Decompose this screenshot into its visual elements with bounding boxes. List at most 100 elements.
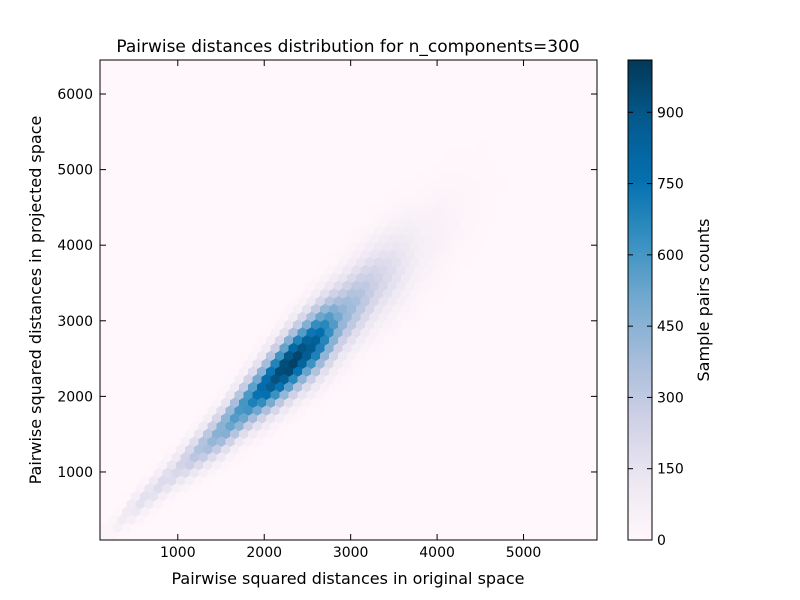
hexbin-cell: [378, 327, 389, 339]
hexbin-cell: [495, 186, 506, 199]
hexbin-cell: [432, 249, 443, 261]
hexbin-cell: [338, 381, 348, 394]
hexbin-cell: [212, 475, 222, 487]
hexbin-cell: [180, 452, 191, 464]
hexbin-cell: [486, 218, 497, 230]
hexbin-cell: [473, 147, 483, 160]
hexbin-cell: [396, 264, 407, 277]
hexbin-cell: [392, 194, 402, 207]
hexbin-cell: [351, 358, 362, 370]
hexbin-cell: [387, 233, 398, 246]
hexbin-cell: [491, 194, 501, 207]
hexbin-cell: [500, 179, 510, 191]
hexbin-cell: [329, 241, 339, 253]
colorbar-tick-label: 150: [657, 462, 684, 478]
hexbin-cell: [167, 459, 177, 472]
hexbin-cell: [410, 319, 420, 331]
hexbin-cell: [518, 194, 528, 207]
hexbin-cell: [288, 311, 299, 324]
hexbin-cell: [437, 257, 447, 269]
hexbin-cell: [410, 257, 420, 269]
hexbin-cell: [284, 397, 294, 409]
hexbin-cell: [266, 319, 276, 331]
colorbar-tick-label: 900: [657, 105, 684, 121]
hexbin-cell: [347, 381, 357, 394]
hexbin-cell: [387, 311, 398, 324]
hexbin-cell: [369, 233, 380, 246]
hexbin-cell: [302, 381, 312, 394]
hexbin-cell: [419, 241, 429, 253]
hexbin-cell: [158, 506, 168, 519]
y-tick-label: 4000: [57, 238, 93, 254]
hexbin-cell: [315, 327, 326, 339]
hexbin-cell: [252, 342, 263, 355]
hexbin-cell: [414, 171, 425, 183]
hexbin-cell: [315, 296, 326, 308]
hexbin-cell: [248, 428, 258, 441]
hexbin-cell: [257, 381, 267, 394]
hexbin-cell: [261, 436, 272, 448]
hexbin-cell: [392, 303, 402, 316]
hexbin-cell: [477, 218, 488, 230]
hexbin-cell: [450, 155, 461, 168]
hexbin-cell: [221, 444, 231, 456]
hexbin-cell: [171, 452, 182, 464]
hexbin-cell: [324, 311, 335, 324]
hexbin-cell: [419, 225, 429, 238]
colorbar-ticks: 0 150 300 450 600 750 900: [628, 105, 684, 549]
hexbin-cell: [455, 257, 465, 269]
hexbin-cell: [243, 358, 254, 370]
hexbin-cell: [351, 311, 362, 324]
hexbin-cell: [356, 225, 366, 238]
hexbin-cell: [306, 374, 317, 386]
hexbin-cell: [230, 366, 240, 378]
hexbin-cell: [320, 381, 330, 394]
hexbin-cell: [270, 327, 281, 339]
hexbin-cell: [396, 233, 407, 246]
hexbin-cell: [284, 366, 294, 378]
hexbin-cell: [248, 366, 258, 378]
hexbin-cell: [378, 342, 389, 355]
hexbin-cell: [405, 327, 416, 339]
hexbin-cell: [324, 327, 335, 339]
hexbin-cell: [320, 397, 330, 409]
hexbin-cell: [401, 241, 411, 253]
hexbin-cell: [401, 210, 411, 222]
hexbin-cell: [450, 202, 461, 214]
hexbin-cell: [194, 428, 204, 441]
hexbin-cell: [491, 132, 501, 144]
hexbin-cell: [356, 303, 366, 316]
hexbin-cell: [405, 280, 416, 292]
hexbin-cell: [324, 264, 335, 277]
hexbin-cell: [203, 459, 213, 472]
hexbin-cell: [392, 272, 402, 285]
hexbin-cell: [230, 428, 240, 441]
x-tick-label: 1000: [160, 545, 196, 561]
hexbin-cell: [351, 342, 362, 355]
hexbin-cell: [324, 342, 335, 355]
hexbin-cell: [374, 288, 384, 300]
hexbin-cell: [428, 272, 438, 285]
hexbin-cell: [243, 374, 254, 386]
hexbin-cell: [351, 233, 362, 246]
hexbin-cell: [437, 163, 447, 175]
hexbin-cell: [333, 311, 344, 324]
hexbin-cell: [446, 210, 456, 222]
hexbin-cell: [257, 397, 267, 409]
hexbin-cell: [347, 225, 357, 238]
hexbin-cell: [455, 225, 465, 238]
hexbin-cell: [486, 140, 497, 152]
hexbin-cell: [270, 405, 281, 417]
hexbin-cell: [239, 350, 249, 363]
hexbin-cell: [495, 171, 506, 183]
hexbin-cell: [342, 296, 353, 308]
hexbin-cell: [194, 459, 204, 472]
hexbin-cell: [279, 420, 290, 433]
hexbin-cell: [189, 420, 200, 433]
hexbin-cell: [140, 491, 150, 503]
hexbin-cell: [378, 280, 389, 292]
hexbin-cell: [216, 405, 227, 417]
hexbin-cell: [189, 436, 200, 448]
hexbin-cell: [320, 257, 330, 269]
